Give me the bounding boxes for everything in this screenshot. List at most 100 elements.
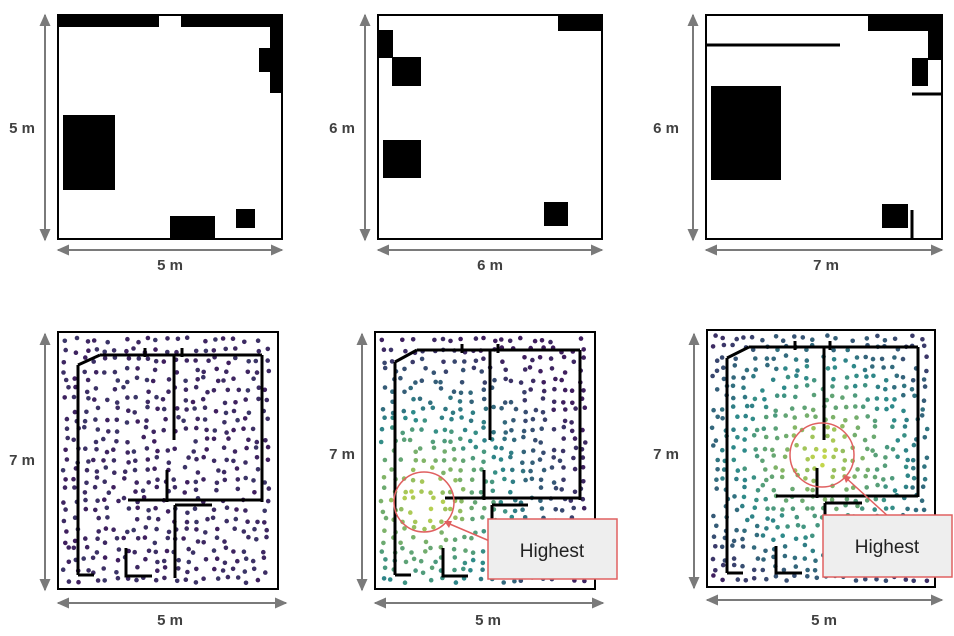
measurement-point bbox=[102, 370, 107, 375]
measurement-point bbox=[760, 533, 766, 538]
measurement-point bbox=[82, 369, 87, 375]
measurement-point bbox=[751, 567, 757, 573]
measurement-point bbox=[814, 575, 820, 581]
measurement-point bbox=[403, 348, 408, 354]
measurement-point bbox=[140, 488, 146, 494]
measurement-point bbox=[862, 367, 868, 373]
measurement-point bbox=[131, 449, 137, 454]
measurement-point bbox=[822, 454, 827, 460]
measurement-point bbox=[562, 370, 568, 375]
measurement-point bbox=[741, 375, 746, 381]
measurement-point bbox=[892, 397, 897, 402]
measurement-point bbox=[580, 496, 586, 502]
measurement-point bbox=[775, 525, 780, 530]
measurement-point bbox=[811, 426, 816, 431]
measurement-point bbox=[751, 433, 757, 438]
measurement-point bbox=[401, 437, 407, 443]
measurement-point bbox=[388, 497, 394, 503]
measurement-point bbox=[427, 518, 433, 524]
measurement-point bbox=[201, 454, 206, 460]
measurement-point bbox=[71, 476, 76, 482]
measurement-point bbox=[922, 464, 927, 469]
measurement-point bbox=[459, 516, 465, 522]
measurement-point bbox=[211, 458, 217, 464]
measurement-point bbox=[792, 415, 797, 420]
measurement-point bbox=[805, 574, 810, 579]
measurement-point bbox=[256, 385, 262, 391]
measurement-point bbox=[442, 449, 448, 454]
measurement-point bbox=[509, 428, 514, 433]
measurement-point bbox=[134, 517, 140, 522]
measurement-point bbox=[101, 458, 106, 463]
measurement-point bbox=[141, 495, 147, 500]
measurement-point bbox=[855, 425, 861, 431]
measurement-point bbox=[804, 383, 810, 388]
measurement-point bbox=[403, 489, 409, 495]
measurement-point bbox=[114, 400, 120, 405]
measurement-point bbox=[468, 418, 474, 424]
measurement-point bbox=[572, 436, 578, 441]
measurement-point bbox=[741, 385, 746, 391]
measurement-point bbox=[825, 433, 830, 439]
measurement-point bbox=[191, 449, 196, 454]
measurement-point bbox=[549, 465, 555, 470]
measurement-point bbox=[183, 398, 189, 403]
measurement-point bbox=[383, 557, 388, 562]
measurement-point bbox=[145, 399, 151, 405]
measurement-point bbox=[66, 385, 71, 390]
measurement-point bbox=[537, 457, 543, 462]
measurement-point bbox=[176, 566, 181, 571]
measurement-point bbox=[72, 515, 78, 520]
measurement-point bbox=[144, 377, 150, 383]
measurement-point bbox=[920, 337, 925, 342]
measurement-point bbox=[261, 549, 266, 555]
measurement-point bbox=[382, 365, 388, 371]
measurement-point bbox=[115, 575, 121, 581]
measurement-point bbox=[870, 448, 875, 453]
top-2-height-label: 6 m bbox=[329, 120, 355, 137]
measurement-point bbox=[245, 388, 251, 393]
measurement-point bbox=[740, 503, 745, 509]
measurement-point bbox=[459, 499, 464, 504]
measurement-point bbox=[428, 490, 433, 496]
measurement-point bbox=[417, 396, 423, 402]
measurement-point bbox=[451, 389, 457, 395]
measurement-point bbox=[905, 506, 910, 512]
measurement-point bbox=[263, 570, 268, 575]
measurement-point bbox=[430, 405, 436, 411]
measurement-point bbox=[884, 444, 890, 450]
measurement-point bbox=[562, 418, 568, 424]
measurement-point bbox=[195, 470, 201, 475]
measurement-point bbox=[735, 468, 741, 473]
measurement-point bbox=[398, 457, 404, 462]
measurement-point bbox=[864, 336, 870, 341]
measurement-point bbox=[569, 428, 575, 434]
measurement-point bbox=[223, 545, 229, 551]
measurement-point bbox=[561, 400, 566, 405]
measurement-point bbox=[135, 564, 140, 570]
measurement-point bbox=[62, 395, 67, 400]
measurement-point bbox=[742, 477, 748, 483]
measurement-point bbox=[881, 497, 887, 503]
measurement-point bbox=[771, 453, 776, 458]
measurement-point bbox=[581, 355, 586, 360]
measurement-point bbox=[551, 480, 557, 485]
measurement-point bbox=[743, 413, 748, 419]
measurement-point bbox=[714, 368, 720, 374]
measurement-point bbox=[773, 574, 779, 579]
measurement-point bbox=[222, 400, 228, 406]
measurement-point bbox=[468, 568, 473, 573]
measurement-point bbox=[481, 419, 487, 425]
measurement-point bbox=[264, 534, 269, 540]
measurement-point bbox=[812, 513, 817, 519]
measurement-point bbox=[855, 503, 860, 509]
measurement-point bbox=[530, 357, 535, 363]
measurement-point bbox=[538, 498, 543, 504]
measurement-point bbox=[843, 418, 848, 423]
measurement-point bbox=[143, 525, 149, 530]
measurement-point bbox=[95, 498, 100, 504]
measurement-point bbox=[581, 388, 586, 393]
measurement-point bbox=[428, 506, 434, 512]
measurement-point bbox=[431, 524, 436, 530]
measurement-point bbox=[442, 438, 447, 444]
